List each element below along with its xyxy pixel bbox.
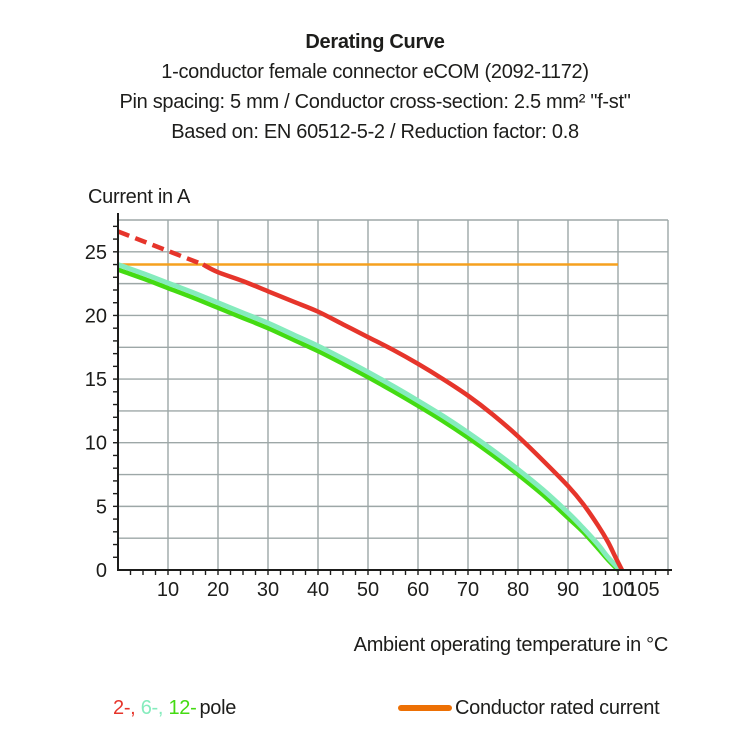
curve-2-pole [201, 262, 625, 572]
pole-legend-item-6: 6-, [140, 697, 164, 719]
x-tick-label-10: 10 [157, 579, 179, 601]
rated-current-legend-label: Conductor rated current [455, 697, 660, 719]
y-tick-label-5: 5 [96, 496, 107, 518]
y-tick-label-10: 10 [85, 433, 107, 455]
x-tick-label-20: 20 [207, 579, 229, 601]
x-tick-label-50: 50 [357, 579, 379, 601]
x-tick-label-70: 70 [457, 579, 479, 601]
x-axis-title: Ambient operating temperature in °C [353, 634, 669, 656]
chart-title: Derating Curve [305, 31, 445, 53]
pole-legend-item-12: 12- [168, 697, 197, 719]
curve-12-pole [117, 267, 620, 572]
series-curves [117, 229, 625, 572]
chart-subtitle-3: Based on: EN 60512-5-2 / Reduction facto… [171, 121, 579, 143]
x-tick-label-30: 30 [257, 579, 279, 601]
y-tick-label-25: 25 [85, 242, 107, 264]
y-tick-label-15: 15 [85, 369, 107, 391]
pole-legend-items: 2-, 6-, 12- [113, 697, 197, 719]
chart-header: Derating Curve 1-conductor female connec… [0, 27, 750, 147]
x-tick-label-105: 105 [626, 579, 659, 601]
pole-legend-item-2: 2-, [113, 697, 136, 719]
y-axis-title: Current in A [88, 186, 191, 208]
curve-2-pole-overload-dashed [117, 229, 204, 267]
y-tick-label-20: 20 [85, 305, 107, 327]
x-tick-label-40: 40 [307, 579, 329, 601]
x-tick-label-60: 60 [407, 579, 429, 601]
x-tick-label-80: 80 [507, 579, 529, 601]
curve-6-pole [117, 262, 622, 572]
x-tick-label-100: 100 [601, 579, 634, 601]
y-tick-label-0: 0 [96, 560, 107, 582]
rated-current-legend-swatch [398, 705, 452, 711]
axis-ticks [113, 225, 669, 575]
pole-legend: 2-, 6-, 12- pole [113, 697, 236, 720]
gridlines [118, 219, 669, 570]
pole-legend-suffix: pole [199, 697, 237, 719]
chart-subtitle-1: 1-conductor female connector eCOM (2092-… [161, 61, 589, 83]
x-tick-label-90: 90 [557, 579, 579, 601]
chart-subtitle-2: Pin spacing: 5 mm / Conductor cross-sect… [119, 91, 631, 113]
